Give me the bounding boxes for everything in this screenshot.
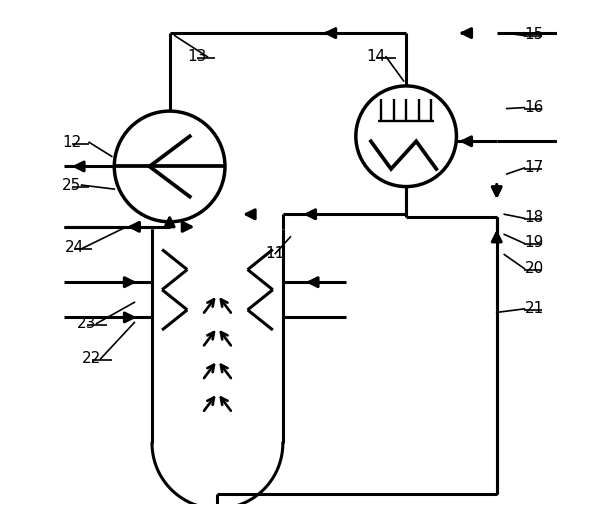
Text: 22: 22 xyxy=(82,350,101,366)
Text: 19: 19 xyxy=(524,235,544,250)
Text: 16: 16 xyxy=(524,99,544,114)
Text: 12: 12 xyxy=(62,134,81,149)
Text: 14: 14 xyxy=(367,49,386,64)
Text: 18: 18 xyxy=(524,210,544,225)
Text: 21: 21 xyxy=(524,300,544,315)
Text: 24: 24 xyxy=(64,240,84,255)
Text: 11: 11 xyxy=(266,245,285,260)
Text: 15: 15 xyxy=(524,27,544,41)
Text: 20: 20 xyxy=(524,260,544,275)
Text: 25: 25 xyxy=(62,177,81,192)
Text: 23: 23 xyxy=(77,315,97,330)
Text: 17: 17 xyxy=(524,160,544,175)
Text: 13: 13 xyxy=(188,49,207,64)
